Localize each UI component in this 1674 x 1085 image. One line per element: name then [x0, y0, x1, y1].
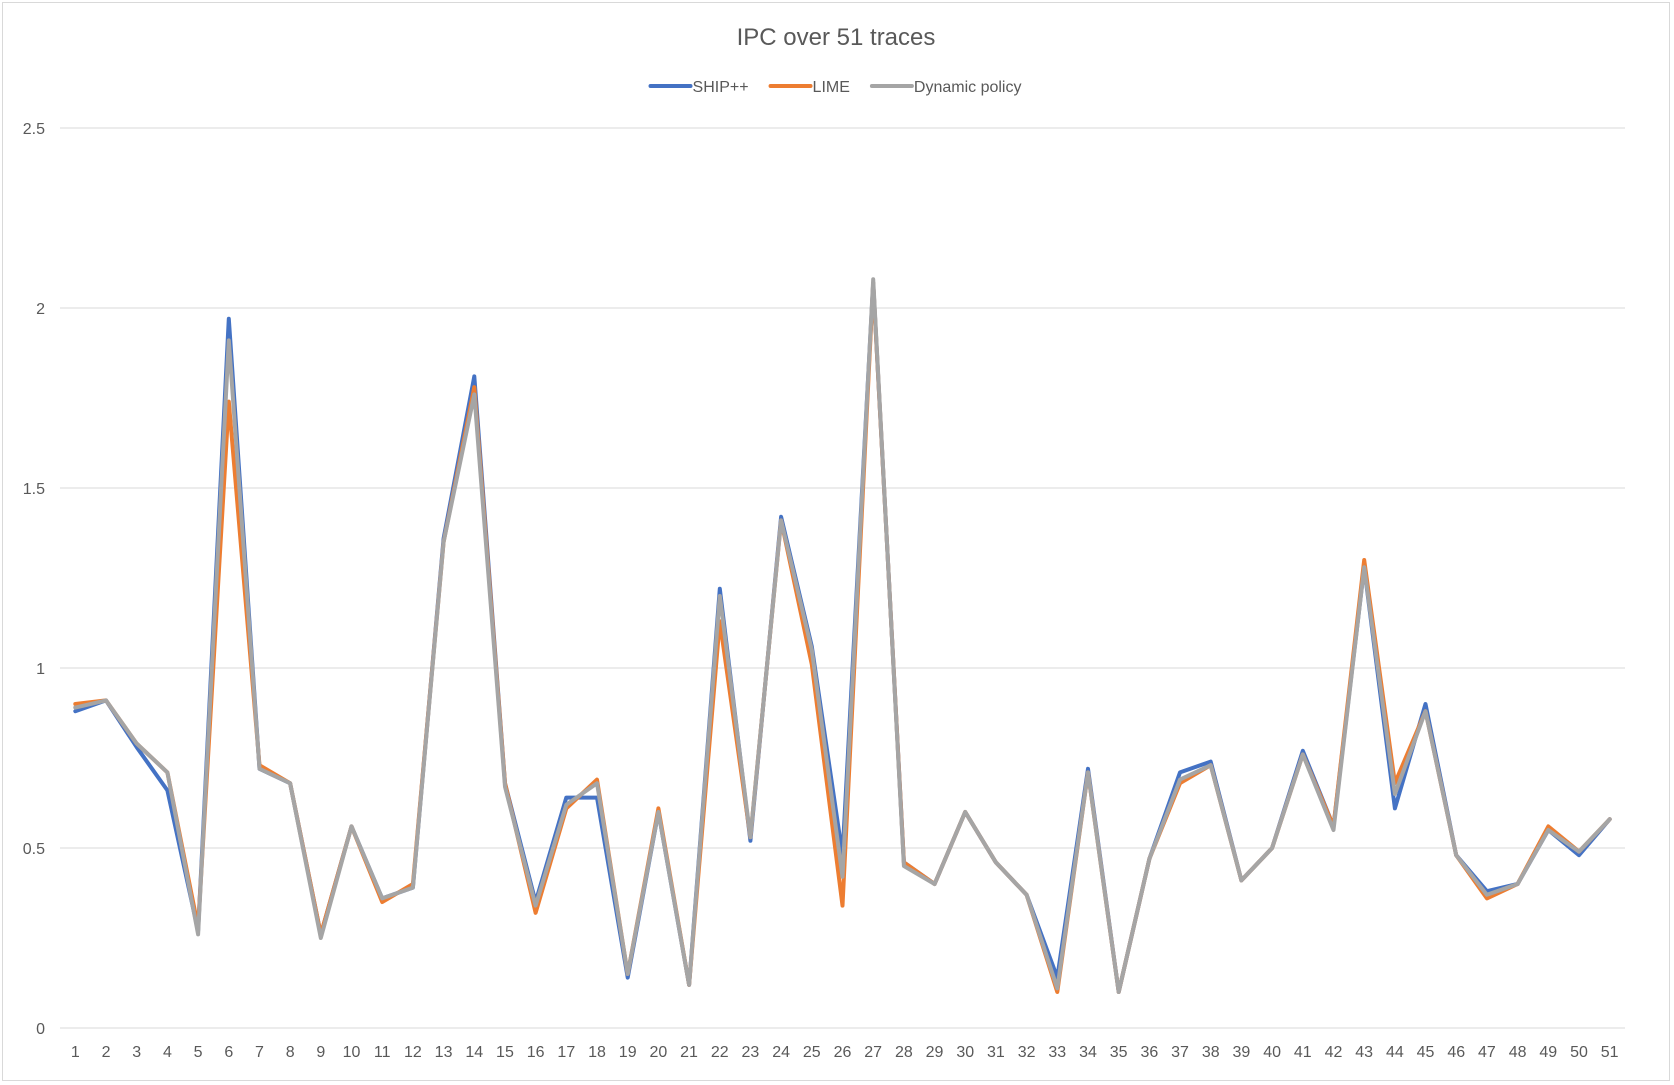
x-tick-label: 25: [803, 1044, 821, 1061]
x-axis: 1 2 3 4 5 6 7 8 9 10 11 12 13 14 15 16 17 18 19 20 21 22 23 24 2…: [60, 1027, 1625, 1061]
x-tick-label: 5: [194, 1044, 203, 1061]
x-tick-label: 29: [926, 1044, 944, 1061]
legend-item-lime: LIME: [768, 79, 850, 96]
y-tick-label: 2: [36, 301, 45, 318]
chart-title: IPC over 51 traces: [737, 24, 936, 51]
series-line-dynamic-policy: [73, 277, 1612, 994]
x-tick-label: 23: [742, 1044, 760, 1061]
y-tick-label: 2.5: [23, 121, 45, 138]
x-tick-label: 47: [1478, 1044, 1496, 1061]
x-tick-label: 41: [1294, 1044, 1312, 1061]
y-tick-label: 1: [36, 661, 45, 678]
x-tick-label: 36: [1140, 1044, 1158, 1061]
legend-item-dynamic-policy: Dynamic policy: [869, 79, 1022, 96]
x-tick-label: 15: [496, 1044, 514, 1061]
x-tick-label: 6: [224, 1044, 233, 1061]
x-tick-label: 32: [1018, 1044, 1036, 1061]
x-tick-label: 24: [772, 1044, 790, 1061]
x-tick-label: 40: [1263, 1044, 1281, 1061]
x-tick-label: 30: [956, 1044, 974, 1061]
legend-item-ship-: SHIP++: [648, 79, 749, 96]
chart-legend: SHIP++ LIME Dynamic policy: [648, 79, 1022, 96]
legend-label: SHIP++: [693, 79, 749, 96]
x-tick-label: 38: [1202, 1044, 1220, 1061]
y-tick-label: 0: [36, 1021, 45, 1038]
x-tick-label: 10: [343, 1044, 361, 1061]
x-tick-label: 19: [619, 1044, 637, 1061]
x-tick-label: 16: [527, 1044, 545, 1061]
x-tick-label: 8: [286, 1044, 295, 1061]
series-lines: [73, 277, 1612, 994]
legend-label: LIME: [813, 79, 850, 96]
x-tick-label: 18: [588, 1044, 606, 1061]
x-tick-label: 48: [1509, 1044, 1527, 1061]
x-tick-label: 13: [435, 1044, 453, 1061]
x-tick-label: 26: [834, 1044, 852, 1061]
x-tick-label: 4: [163, 1044, 172, 1061]
x-tick-label: 22: [711, 1044, 729, 1061]
gridlines: [60, 127, 1625, 849]
x-tick-label: 44: [1386, 1044, 1404, 1061]
series-line-lime: [73, 280, 1612, 994]
x-tick-label: 35: [1110, 1044, 1128, 1061]
x-tick-label: 39: [1233, 1044, 1251, 1061]
x-tick-label: 51: [1601, 1044, 1619, 1061]
legend-label: Dynamic policy: [914, 79, 1022, 96]
x-tick-label: 33: [1048, 1044, 1066, 1061]
x-tick-label: 34: [1079, 1044, 1097, 1061]
x-tick-label: 28: [895, 1044, 913, 1061]
y-tick-label: 0.5: [23, 841, 45, 858]
x-tick-label: 37: [1171, 1044, 1189, 1061]
y-tick-label: 1.5: [23, 481, 45, 498]
x-tick-label: 11: [374, 1044, 391, 1061]
x-tick-label: 43: [1355, 1044, 1373, 1061]
x-tick-label: 1: [71, 1044, 80, 1061]
x-tick-label: 49: [1539, 1044, 1557, 1061]
x-tick-label: 9: [316, 1044, 325, 1061]
x-tick-label: 12: [404, 1044, 422, 1061]
y-axis-tick-labels: 0 0.5 1 1.5 2 2.5: [23, 121, 45, 1038]
x-tick-label: 2: [102, 1044, 111, 1061]
x-tick-label: 45: [1417, 1044, 1435, 1061]
x-tick-label: 20: [649, 1044, 667, 1061]
x-tick-label: 46: [1447, 1044, 1465, 1061]
x-tick-label: 7: [255, 1044, 264, 1061]
x-tick-label: 17: [557, 1044, 575, 1061]
x-tick-label: 3: [132, 1044, 141, 1061]
x-tick-label: 50: [1570, 1044, 1588, 1061]
x-tick-label: 42: [1325, 1044, 1343, 1061]
x-tick-label: 21: [680, 1044, 698, 1061]
x-tick-label: 31: [987, 1044, 1005, 1061]
x-tick-label: 27: [864, 1044, 882, 1061]
x-tick-label: 14: [465, 1044, 483, 1061]
